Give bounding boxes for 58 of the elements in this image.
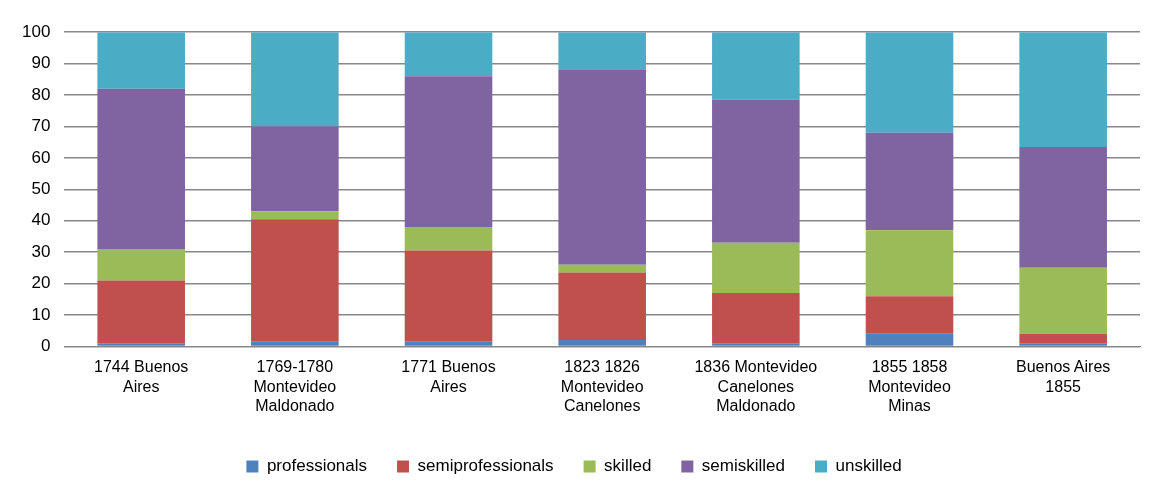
bar: [97, 343, 185, 346]
bar: [558, 272, 646, 341]
bar: [558, 69, 646, 265]
bar: [712, 99, 800, 243]
x-tick-label: 1771 Buenos Aires: [401, 358, 496, 395]
bar: [712, 32, 800, 100]
bar: [404, 341, 493, 346]
bar: [865, 333, 954, 346]
bar: [865, 32, 954, 133]
x-tick-label: 1769-1780 Montevideo Maldonado: [253, 358, 337, 414]
y-tick-label: 90: [31, 53, 51, 73]
x-tick-label: 1823 1826 Montevideo Canelones: [560, 358, 644, 414]
bar: [97, 249, 185, 281]
bar: [251, 219, 339, 342]
x-tick-label: Buenos Aires 1855: [1016, 358, 1111, 395]
y-tick-label: 0: [40, 336, 51, 356]
bar: [558, 340, 646, 346]
y-tick-label: 100: [21, 21, 51, 41]
x-tick-label: 1855 1858 Montevideo Minas: [868, 358, 951, 414]
y-tick-label: 70: [31, 116, 51, 136]
y-tick-label: 30: [31, 241, 51, 261]
bar: [251, 32, 339, 127]
legend-label: unskilled: [835, 456, 902, 476]
y-tick-label: 10: [31, 304, 51, 324]
y-tick-label: 60: [31, 147, 51, 167]
legend-label: semiprofessionals: [417, 456, 554, 476]
legend-label: semiskilled: [701, 456, 785, 476]
x-tick-label: 1836 Montevideo Canelones Maldonado: [694, 358, 818, 414]
bar: [404, 32, 493, 77]
bar: [1019, 32, 1107, 147]
bar: [712, 292, 800, 344]
bar: [1019, 343, 1107, 346]
bar: [558, 264, 646, 273]
bar: [558, 32, 646, 70]
legend-label: skilled: [604, 456, 652, 476]
bar: [97, 280, 185, 344]
y-tick-label: 40: [31, 210, 51, 230]
bar: [1019, 146, 1107, 268]
bar: [404, 227, 493, 251]
bar: [1019, 267, 1107, 334]
bar: [404, 250, 493, 342]
bar: [712, 343, 800, 346]
y-tick-label: 80: [31, 84, 51, 104]
bar: [97, 88, 185, 249]
bar: [404, 76, 493, 227]
legend-label: professionals: [266, 456, 368, 476]
bar: [251, 341, 339, 346]
bar: [865, 132, 954, 231]
y-tick-label: 50: [31, 178, 51, 198]
bar: [97, 32, 185, 89]
bar: [251, 211, 339, 220]
bar: [251, 126, 339, 212]
x-tick-label: 1744 Buenos Aires: [94, 358, 189, 395]
bar: [1019, 333, 1107, 344]
bar: [865, 296, 954, 334]
bar: [865, 230, 954, 297]
bar: [712, 242, 800, 293]
y-tick-label: 20: [31, 273, 51, 293]
